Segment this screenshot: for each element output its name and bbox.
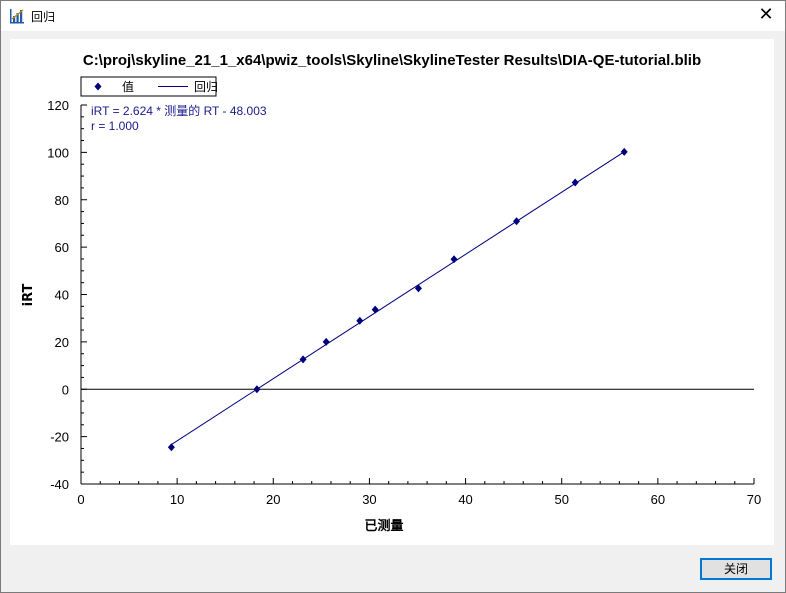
- legend-label-regression: 回归: [194, 80, 218, 94]
- data-point: [450, 255, 458, 264]
- data-point: [356, 316, 364, 325]
- data-point: [571, 178, 579, 187]
- y-tick-label: 0: [62, 382, 69, 397]
- x-tick-label: 30: [362, 492, 376, 507]
- x-tick-label: 20: [266, 492, 280, 507]
- plot-panel: C:\proj\skyline_21_1_x64\pwiz_tools\Skyl…: [10, 39, 774, 545]
- chart-title: C:\proj\skyline_21_1_x64\pwiz_tools\Skyl…: [83, 52, 701, 69]
- data-point: [414, 284, 422, 293]
- regression-equation: iRT = 2.624 * 测量的 RT - 48.003: [91, 103, 267, 118]
- x-tick-label: 0: [77, 492, 84, 507]
- y-tick-label: -40: [50, 477, 69, 492]
- data-marks: [167, 147, 628, 452]
- legend-box: [80, 76, 217, 97]
- title-bar: 回归 ✕: [1, 1, 785, 31]
- data-point: [620, 147, 628, 156]
- x-axis-label: 已测量: [364, 518, 403, 534]
- close-icon[interactable]: ✕: [758, 4, 774, 25]
- regression-chart-icon: [10, 9, 24, 24]
- y-tick-label: -20: [50, 430, 69, 445]
- correlation-coefficient: r = 1.000: [91, 119, 139, 133]
- y-axis-label: iRT: [21, 283, 36, 306]
- data-point: [167, 443, 175, 452]
- y-tick-label: 100: [47, 145, 69, 160]
- x-tick-label: 60: [651, 492, 665, 507]
- x-tick-label: 50: [554, 492, 568, 507]
- legend-marker-values: [94, 82, 102, 91]
- chart-legend: 值 回归: [80, 76, 218, 97]
- y-tick-label: 40: [55, 288, 69, 303]
- x-tick-label: 40: [458, 492, 472, 507]
- data-point: [371, 305, 379, 314]
- x-tick-label: 70: [747, 492, 761, 507]
- regression-line: [171, 151, 625, 445]
- axes: 0 10 20 30 40 50 60 70 -40 -20 0 20 40 60 80 100 120: [47, 98, 761, 507]
- y-tick-label: 20: [55, 335, 69, 350]
- window-title: 回归: [31, 10, 56, 24]
- y-tick-label: 120: [47, 98, 69, 113]
- regression-chart: C:\proj\skyline_21_1_x64\pwiz_tools\Skyl…: [21, 52, 761, 534]
- y-tick-label: 80: [55, 193, 69, 208]
- close-button[interactable]: 关闭: [700, 558, 772, 580]
- data-point: [299, 355, 307, 364]
- data-point: [253, 385, 261, 394]
- legend-label-values: 值: [122, 79, 134, 94]
- data-point: [322, 337, 330, 346]
- data-point: [513, 217, 521, 226]
- x-tick-label: 10: [170, 492, 184, 507]
- y-tick-label: 60: [55, 240, 69, 255]
